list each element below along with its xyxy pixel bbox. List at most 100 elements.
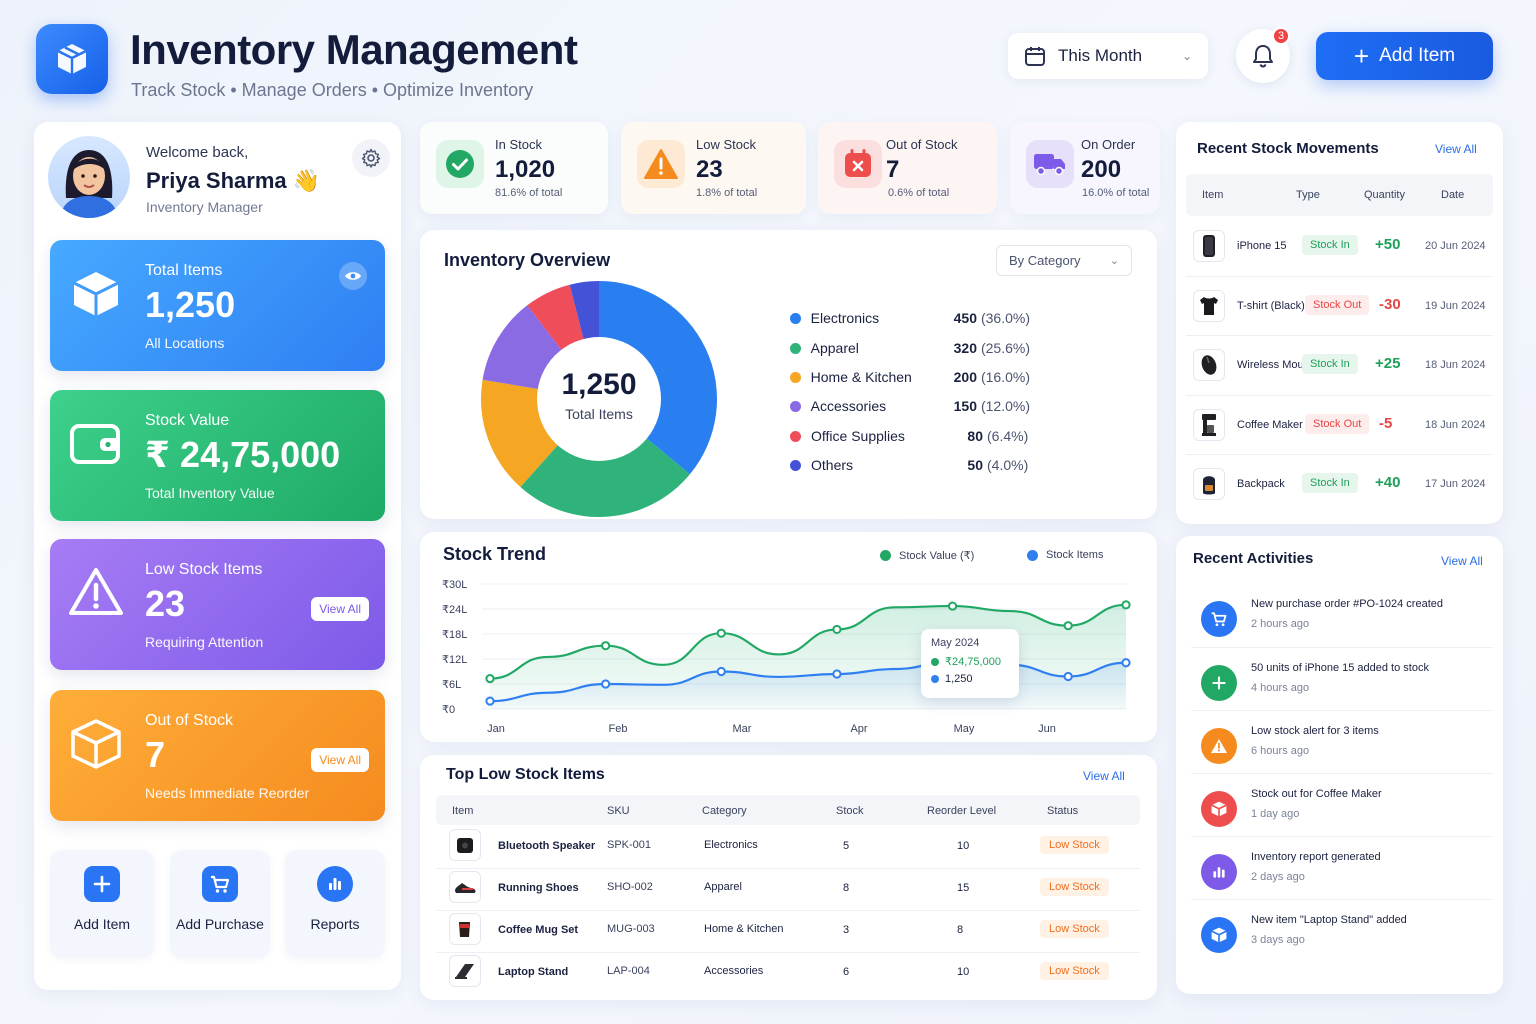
- y-tick-label: ₹6L: [442, 679, 461, 691]
- activity-time: 6 hours ago: [1251, 745, 1310, 757]
- low-stock-view-all-button[interactable]: View All: [311, 597, 369, 621]
- legend-dot: [790, 371, 801, 383]
- product-thumbnail: [449, 913, 481, 945]
- activity-time: 3 days ago: [1251, 934, 1305, 946]
- activities-view-all[interactable]: View All: [1441, 554, 1483, 568]
- kpi-on-order[interactable]: On Order 200 16.0% of total: [1010, 122, 1160, 214]
- type-badge: Stock Out: [1305, 295, 1370, 315]
- data-point[interactable]: [716, 666, 726, 677]
- cell-quantity: +25: [1375, 355, 1401, 372]
- data-point[interactable]: [716, 628, 726, 638]
- tooltip-title: May 2024: [931, 637, 980, 649]
- type-badge: Stock In: [1302, 473, 1358, 493]
- stock-value-value: ₹ 24,75,000: [145, 434, 341, 475]
- cell-date: 20 Jun 2024: [1425, 240, 1486, 252]
- row-divider: [436, 868, 1140, 869]
- legend-stock-items-label: Stock Items: [1046, 549, 1104, 561]
- kpi-label: In Stock: [495, 137, 542, 152]
- quick-add-item-label: Add Item: [73, 916, 131, 932]
- user-role: Inventory Manager: [146, 199, 263, 215]
- out-of-stock-card[interactable]: Out of Stock 7 Needs Immediate Reorder V…: [50, 690, 385, 821]
- settings-button[interactable]: [352, 139, 390, 177]
- eye-icon[interactable]: [339, 262, 367, 290]
- box-icon: [71, 719, 121, 769]
- legend-percent: (36.0%): [980, 310, 1031, 326]
- cell-quantity: -30: [1379, 296, 1401, 313]
- kpi-low-stock[interactable]: Low Stock 23 1.8% of total: [621, 122, 806, 214]
- legend-dot: [931, 675, 939, 683]
- data-point[interactable]: [947, 601, 958, 611]
- quick-add-item-button[interactable]: Add Item: [50, 850, 154, 958]
- kpi-out-of-stock[interactable]: Out of Stock 7 0.6% of total: [818, 122, 997, 214]
- total-items-card[interactable]: Total Items 1,250 All Locations: [50, 240, 385, 371]
- period-select[interactable]: This Month ⌄: [1008, 33, 1208, 79]
- low-stock-table-title: Top Low Stock Items: [446, 766, 605, 783]
- data-point[interactable]: [832, 624, 842, 635]
- activity-time: 2 days ago: [1251, 871, 1305, 883]
- legend-percent: (4.0%): [987, 457, 1029, 473]
- quick-reports-button[interactable]: Reports: [285, 850, 385, 958]
- warning-triangle-icon: [637, 140, 685, 188]
- legend-name: Apparel: [810, 340, 859, 356]
- activity-title: Low stock alert for 3 items: [1251, 725, 1379, 737]
- data-point[interactable]: [485, 696, 495, 706]
- out-of-stock-label: Out of Stock: [145, 712, 234, 729]
- donut-slice-electronics[interactable]: [599, 281, 717, 475]
- movements-title: Recent Stock Movements: [1197, 140, 1379, 157]
- cell-sku: LAP-004: [607, 965, 650, 977]
- col-header: Reorder Level: [927, 805, 997, 817]
- stock-trend-chart: ₹30L ₹24L ₹18L ₹12L ₹6L ₹0 Jan Feb Mar Apr May Jun: [442, 579, 1131, 735]
- product-thumbnail: [1193, 349, 1225, 381]
- col-header: Quantity: [1364, 189, 1405, 201]
- data-point[interactable]: [1121, 658, 1131, 668]
- movements-view-all[interactable]: View All: [1435, 142, 1477, 156]
- type-badge: Stock In: [1302, 235, 1358, 255]
- data-point[interactable]: [1063, 621, 1073, 631]
- row-divider: [1191, 836, 1493, 837]
- low-stock-card[interactable]: Low Stock Items 23 Requiring Attention V…: [50, 539, 385, 670]
- cell-quantity: -5: [1379, 415, 1393, 432]
- kpi-sub: 81.6% of total: [495, 187, 563, 199]
- type-badge: Stock In: [1302, 354, 1358, 374]
- kpi-sub: 0.6% of total: [888, 187, 950, 199]
- legend-item: Others 50 (4.0%): [790, 457, 1030, 473]
- out-of-stock-sub: Needs Immediate Reorder: [145, 785, 310, 801]
- legend-name: Others: [811, 457, 854, 473]
- status-badge: Low Stock: [1040, 920, 1109, 938]
- legend-item: Home & Kitchen 200 (16.0%): [790, 369, 1030, 385]
- low-stock-value: 23: [145, 583, 186, 624]
- data-point[interactable]: [601, 641, 611, 651]
- cell-reorder: 15: [957, 882, 970, 894]
- low-stock-table-header: Item SKU Category Stock Reorder Level St…: [436, 795, 1140, 825]
- legend-name: Office Supplies: [811, 428, 905, 444]
- activity-title: Inventory report generated: [1251, 851, 1381, 863]
- chevron-down-icon: ⌄: [1181, 49, 1192, 63]
- data-point[interactable]: [601, 679, 611, 689]
- product-thumbnail: [1193, 468, 1225, 500]
- data-point[interactable]: [485, 673, 495, 684]
- low-stock-table-view-all[interactable]: View All: [1083, 769, 1125, 783]
- cell-reorder: 10: [957, 840, 970, 852]
- plus-icon: [1201, 665, 1237, 701]
- tooltip-value-row: ₹24,75,000: [931, 655, 1009, 668]
- legend-dot: [1027, 549, 1038, 561]
- out-of-stock-view-all-button[interactable]: View All: [311, 748, 369, 772]
- quick-add-purchase-button[interactable]: Add Purchase: [170, 850, 270, 958]
- add-item-button[interactable]: + Add Item: [1316, 32, 1493, 80]
- kpi-label: On Order: [1081, 137, 1136, 152]
- notifications-button[interactable]: 3: [1236, 27, 1290, 83]
- legend-dot: [790, 312, 801, 324]
- page-title: Inventory Management: [130, 26, 578, 73]
- kpi-label: Low Stock: [696, 137, 756, 152]
- plus-icon: +: [1353, 41, 1370, 71]
- kpi-in-stock[interactable]: In Stock 1,020 81.6% of total: [420, 122, 608, 214]
- category-filter-select[interactable]: By Category ⌄: [996, 245, 1132, 276]
- data-point[interactable]: [1121, 600, 1131, 610]
- data-point[interactable]: [832, 669, 842, 679]
- data-point[interactable]: [1063, 671, 1073, 682]
- x-tick-label: Jan: [487, 723, 505, 735]
- stock-value-card[interactable]: Stock Value ₹ 24,75,000 Total Inventory …: [50, 390, 385, 521]
- kpi-label: Out of Stock: [886, 137, 958, 152]
- tooltip-items-row: 1,250: [931, 673, 1009, 685]
- stock-value-label: Stock Value: [145, 412, 230, 429]
